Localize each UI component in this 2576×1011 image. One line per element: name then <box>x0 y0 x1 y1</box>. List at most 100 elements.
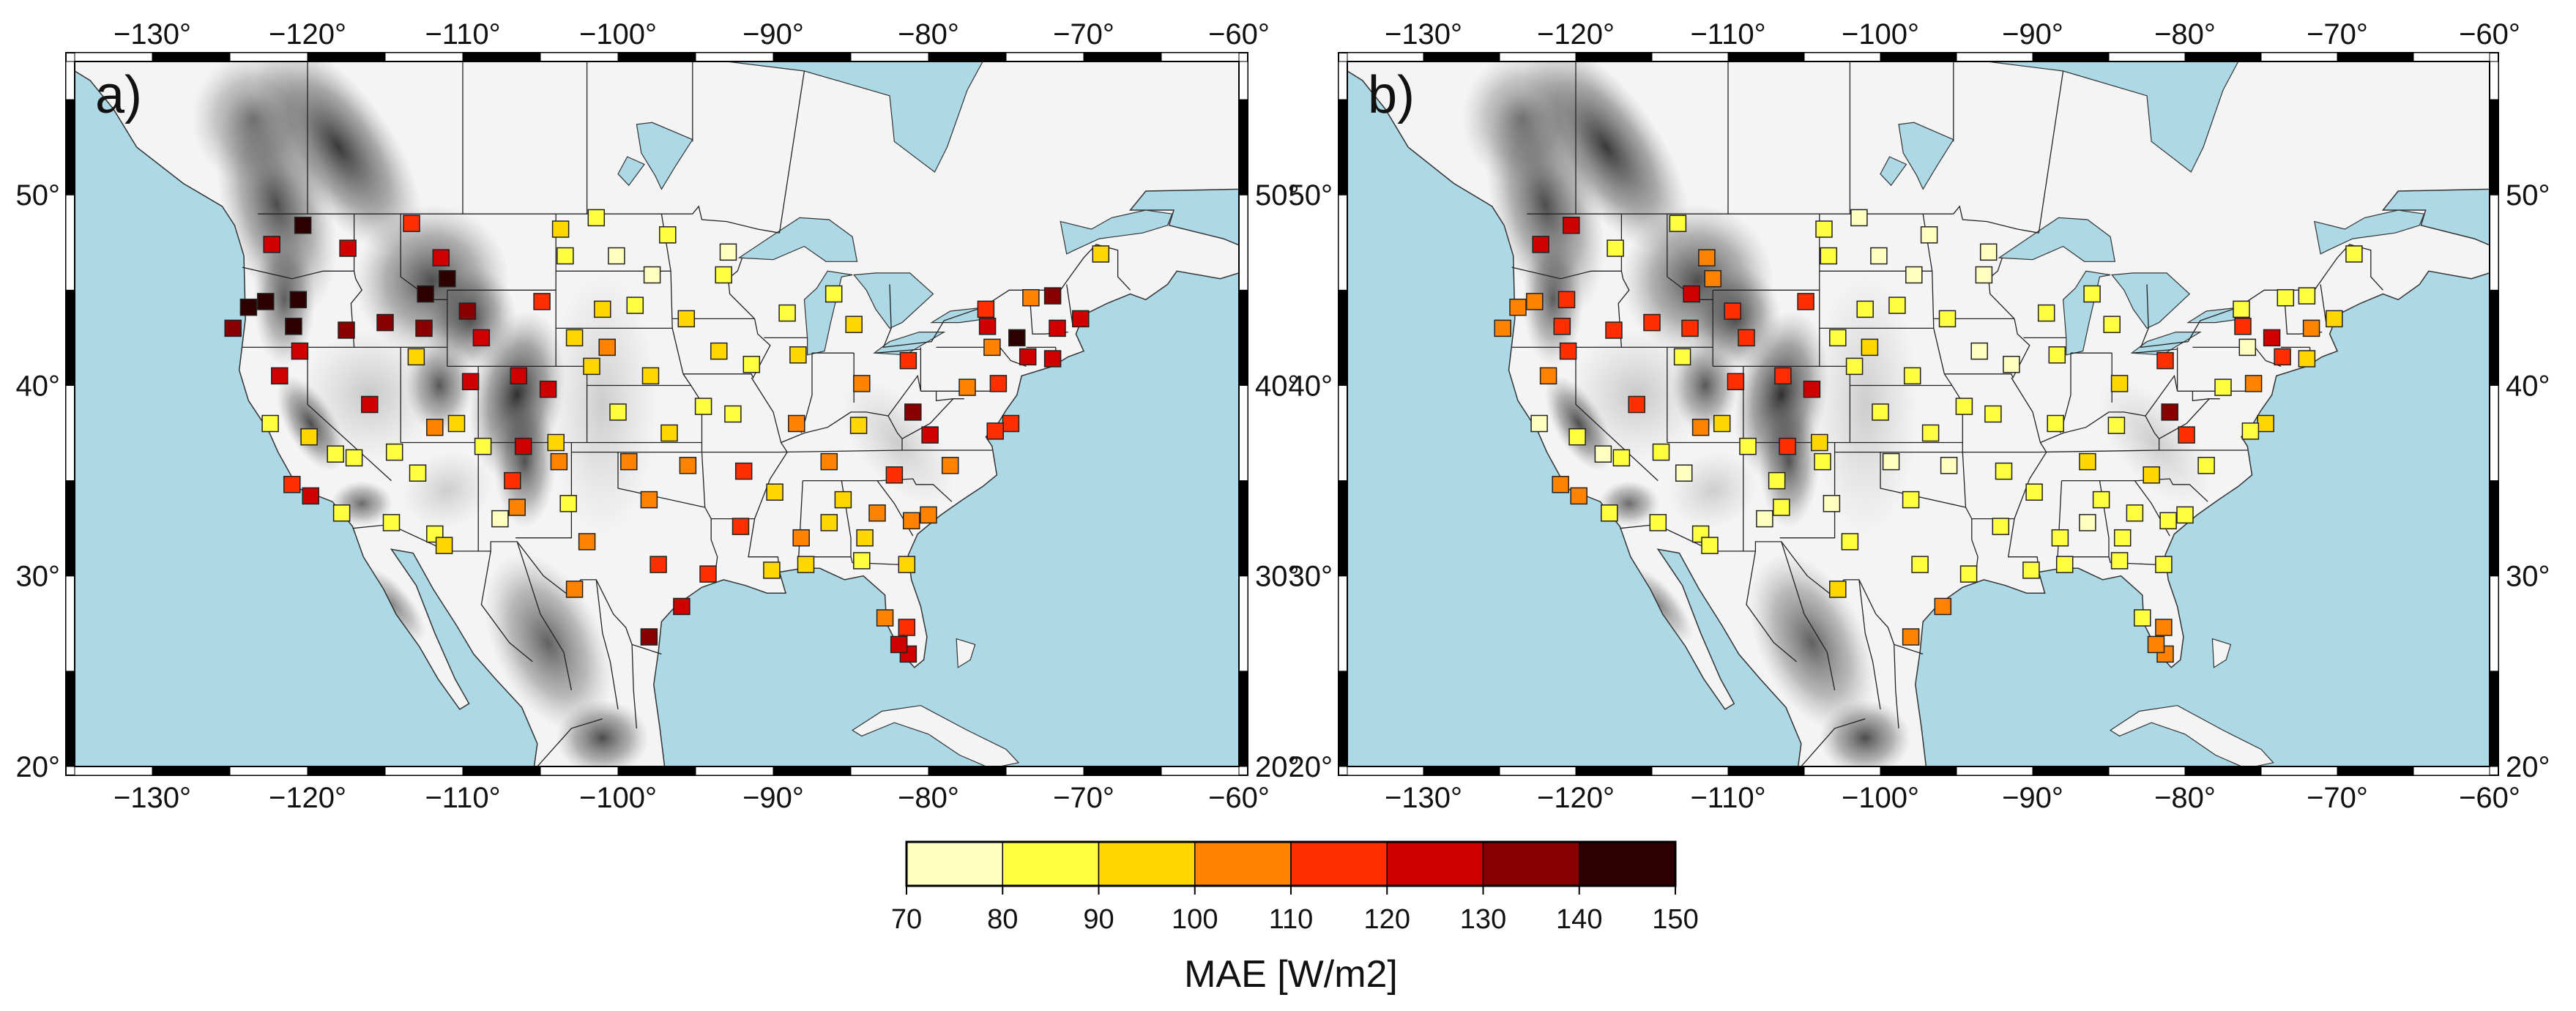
lake <box>737 217 858 262</box>
lat-tick-label: 40° <box>16 370 61 402</box>
station-marker <box>1043 287 1062 305</box>
station-marker <box>271 367 289 385</box>
station-marker <box>514 437 532 455</box>
station-marker <box>2298 350 2316 368</box>
station-marker <box>1870 247 1888 265</box>
station-marker <box>565 329 584 347</box>
state-boundary <box>660 214 718 582</box>
station-marker <box>1675 464 1693 482</box>
station-marker <box>289 291 308 309</box>
station-marker <box>788 414 805 433</box>
lon-tick-label: −120° <box>1537 18 1615 51</box>
state-boundary <box>537 718 603 766</box>
state-boundary <box>1620 523 1924 655</box>
station-marker <box>608 247 625 265</box>
station-marker <box>578 533 596 551</box>
frame-segment <box>773 766 852 776</box>
station-marker <box>2263 329 2281 347</box>
frame-segment <box>1238 480 1248 577</box>
station-marker <box>407 348 425 366</box>
station-marker <box>1814 452 1831 471</box>
station-marker <box>1959 565 1978 583</box>
lake <box>636 122 693 190</box>
station-marker <box>1681 319 1699 337</box>
state-boundary <box>2192 391 2210 402</box>
station-marker <box>2143 466 2160 484</box>
station-marker <box>2326 310 2343 328</box>
colorbar-swatch <box>1290 841 1388 887</box>
station-marker <box>285 318 302 335</box>
station-marker <box>1756 510 1773 528</box>
station-marker <box>640 628 658 646</box>
station-marker <box>339 239 357 257</box>
station-marker <box>1701 537 1719 554</box>
state-boundary <box>2040 411 2160 450</box>
station-marker <box>1652 443 1670 461</box>
station-marker <box>792 529 810 547</box>
station-marker <box>732 518 750 535</box>
station-marker <box>1938 310 1957 328</box>
station-marker <box>2345 245 2363 263</box>
station-marker <box>2003 356 2020 373</box>
station-marker <box>533 293 551 310</box>
station-marker <box>1494 319 1511 337</box>
lon-tick-label: −130° <box>1385 782 1462 814</box>
station-marker <box>1992 518 2010 535</box>
station-marker <box>2241 422 2260 440</box>
station-marker <box>920 506 937 524</box>
frame-segment <box>1727 766 1805 776</box>
frame-segment <box>229 766 308 776</box>
station-marker <box>899 351 917 370</box>
lon-tick-label: −70° <box>1053 782 1114 814</box>
station-marker <box>263 236 280 253</box>
station-marker <box>986 422 1004 440</box>
station-marker <box>439 269 456 288</box>
station-marker <box>435 537 453 554</box>
station-marker <box>1043 350 1062 368</box>
state-boundary <box>242 266 354 280</box>
station-marker <box>1605 321 1623 339</box>
frame-segment <box>2413 766 2490 776</box>
station-marker <box>868 504 886 522</box>
lon-tick-label: −80° <box>2154 18 2216 51</box>
frame-segment <box>2489 194 2499 291</box>
station-marker <box>1049 319 1066 337</box>
frame-segment <box>2489 480 2499 577</box>
colorbar-swatch <box>1386 841 1484 887</box>
station-marker <box>673 597 690 616</box>
colorbar-tick-label: 80 <box>987 904 1018 935</box>
lon-tick-label: −70° <box>2307 18 2368 51</box>
frame-segment <box>1423 52 1500 62</box>
station-marker <box>2092 490 2110 509</box>
frame-segment <box>2108 766 2186 776</box>
frame-segment <box>65 671 75 767</box>
island <box>956 638 976 668</box>
mountain-shading <box>556 699 649 766</box>
map-body <box>1347 61 2490 766</box>
state-boundary <box>778 449 992 453</box>
station-marker <box>2298 287 2316 305</box>
frame-segment <box>928 766 1007 776</box>
station-marker <box>508 499 526 516</box>
station-marker <box>898 619 916 636</box>
station-marker <box>921 426 939 444</box>
frame-segment <box>928 52 1007 62</box>
station-marker <box>876 609 894 627</box>
station-marker <box>958 378 976 396</box>
station-marker <box>598 338 616 357</box>
station-marker <box>1903 367 1921 385</box>
station-marker <box>1921 424 1940 442</box>
state-boundary <box>1894 644 1899 728</box>
state-boundary <box>887 374 922 417</box>
state-boundary <box>748 377 788 572</box>
station-marker <box>898 556 916 573</box>
state-boundary <box>516 541 573 691</box>
station-marker <box>2233 300 2250 318</box>
lake <box>2062 270 2111 356</box>
frame-segment <box>2489 384 2499 482</box>
station-marker <box>778 304 796 322</box>
frame-segment <box>2489 671 2499 767</box>
mountain-shading <box>1758 395 1820 529</box>
lon-tick-label: −110° <box>1690 18 1765 51</box>
station-marker <box>643 266 661 284</box>
